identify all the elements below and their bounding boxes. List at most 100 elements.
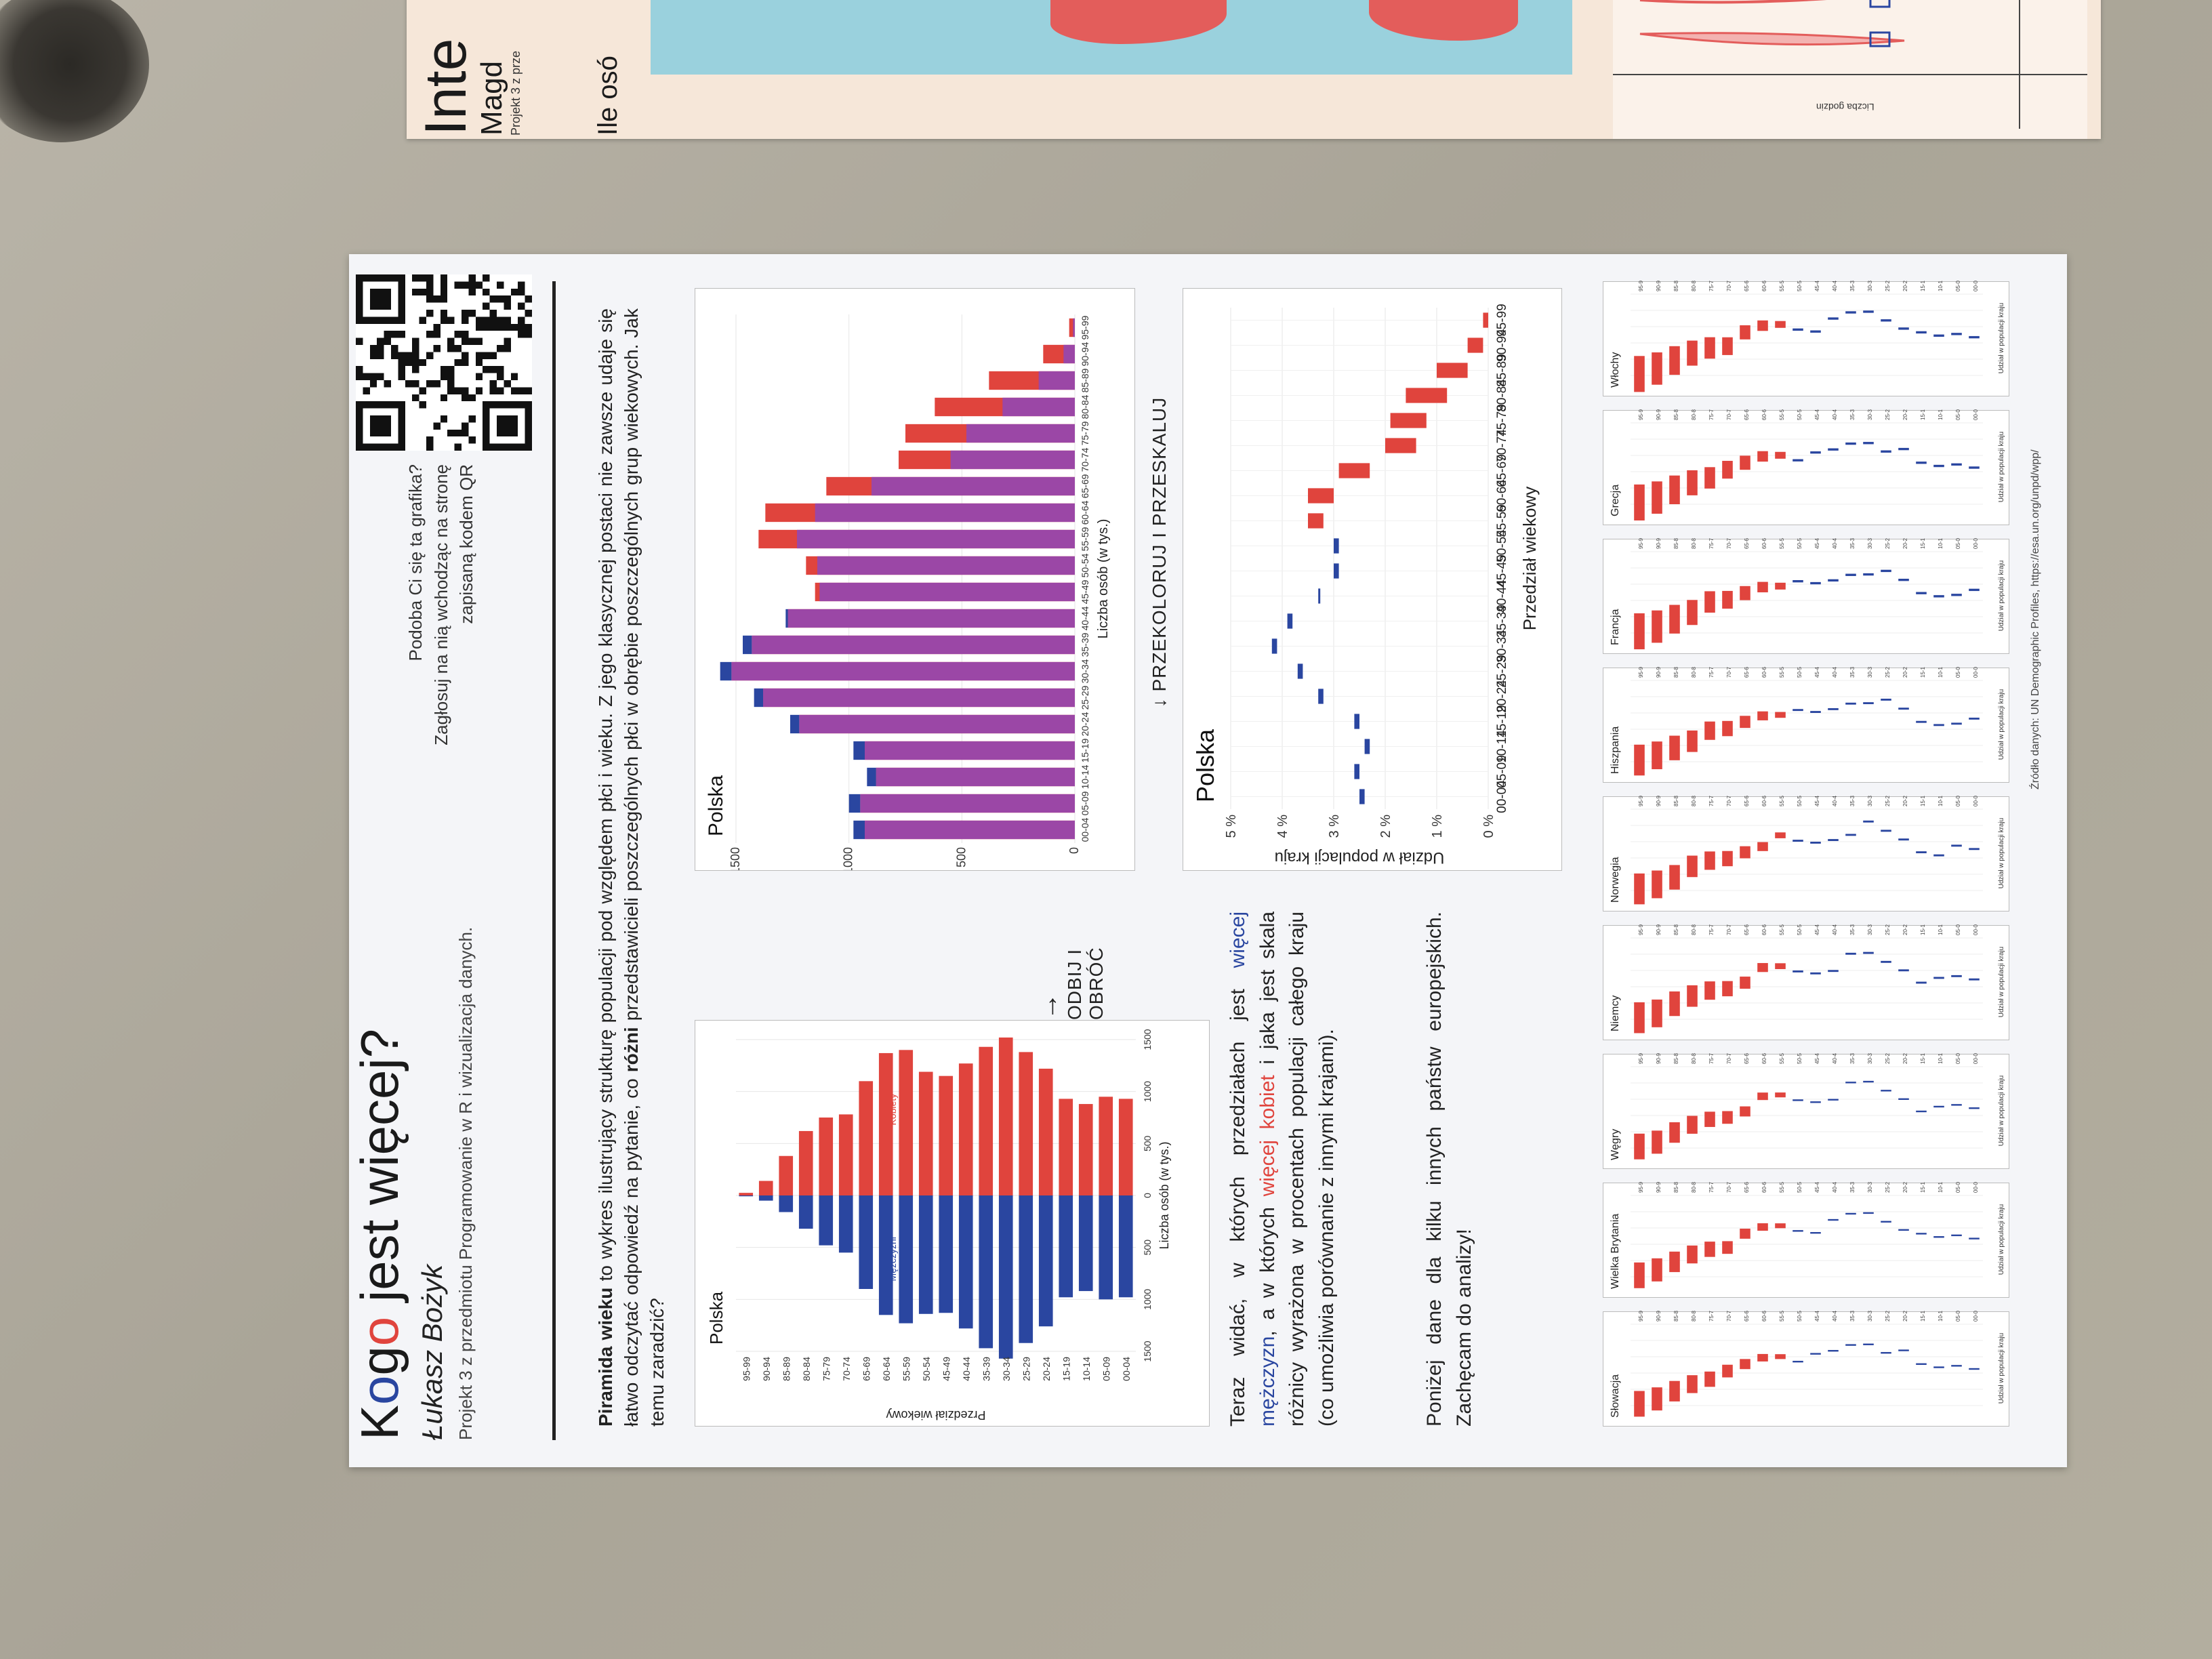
difference-bar bbox=[1828, 1218, 1839, 1221]
tick-label: 80-84 bbox=[1691, 1053, 1697, 1064]
intro-bold: różni bbox=[620, 1027, 642, 1073]
difference-bar bbox=[1969, 466, 1980, 469]
difference-bar bbox=[1652, 1387, 1662, 1411]
bar-overlap bbox=[797, 529, 1075, 549]
country-name: Węgry bbox=[1610, 1129, 1621, 1160]
tick-label: 95-99 bbox=[1080, 315, 1090, 340]
qr-module bbox=[419, 316, 426, 324]
difference-bar bbox=[1863, 702, 1874, 705]
difference-bar bbox=[1863, 573, 1874, 576]
country-svg: Słowacja 00-04 05-09 10-14 15-19 20-24 25-29 30… bbox=[1610, 1307, 2005, 1418]
difference-bar bbox=[1757, 1223, 1768, 1231]
bar-overlap bbox=[817, 556, 1075, 575]
difference-bar bbox=[1898, 838, 1909, 841]
bar-men bbox=[720, 661, 732, 681]
qr-module bbox=[384, 380, 391, 388]
tick-label: 95-99 bbox=[1638, 538, 1644, 549]
qr-module bbox=[405, 352, 413, 359]
difference-bar bbox=[1669, 605, 1680, 634]
difference-bar bbox=[1740, 1228, 1750, 1239]
difference-bar bbox=[1722, 1364, 1733, 1378]
qr-module bbox=[412, 380, 419, 388]
tick-label: 80-84 bbox=[1691, 538, 1697, 549]
bar-men bbox=[1059, 1195, 1073, 1298]
difference-bar bbox=[1704, 851, 1715, 870]
y-axis-label: Udział w populacji kraju bbox=[1998, 689, 2005, 760]
country-chart: Norwegia 00-04 05-09 10-14 15-19 20-24 25-29 30… bbox=[1603, 792, 2009, 912]
tick-label: 00-04 bbox=[1973, 409, 1979, 420]
qr-module bbox=[497, 373, 504, 380]
tick-label: 95-99 bbox=[1638, 281, 1644, 291]
qr-module bbox=[489, 295, 497, 303]
bar-men bbox=[1078, 1195, 1093, 1292]
difference-bar bbox=[1634, 1133, 1645, 1160]
qr-module bbox=[497, 295, 504, 303]
tick-label: 85-89 bbox=[1080, 368, 1090, 392]
pyramid-chart: Polska 00-04 05-09 10-14 15-19 20-24 25-29 30-3… bbox=[695, 1020, 1210, 1427]
country-svg: Niemcy 00-04 05-09 10-14 15-19 20-24 25-29 30-3… bbox=[1610, 921, 2005, 1033]
difference-bar bbox=[1933, 977, 1944, 979]
qr-module bbox=[518, 387, 525, 394]
tick-label: 60-64 bbox=[1761, 796, 1767, 806]
difference-bar bbox=[1364, 739, 1370, 754]
qr-module bbox=[468, 337, 476, 345]
tick-label: 55-59 bbox=[1779, 1182, 1785, 1193]
difference-bar bbox=[1969, 1237, 1980, 1240]
difference-bar bbox=[1775, 451, 1786, 459]
bar-men bbox=[743, 635, 752, 655]
difference-bar bbox=[1775, 321, 1786, 328]
qr-module bbox=[419, 387, 426, 394]
qr-module bbox=[426, 331, 434, 338]
tick-label: 00-04 bbox=[1973, 538, 1979, 549]
difference-bar bbox=[1845, 1212, 1856, 1215]
bar-overlap bbox=[865, 741, 1075, 760]
difference-bar bbox=[1775, 963, 1786, 969]
tick-label: 80-84 bbox=[801, 1357, 812, 1381]
bar-men bbox=[848, 794, 861, 813]
qr-module bbox=[440, 310, 448, 317]
qr-module bbox=[504, 295, 511, 303]
difference-bar bbox=[1951, 975, 1962, 977]
difference-bar bbox=[1810, 581, 1821, 585]
tick-label: 45-49 bbox=[1814, 1053, 1820, 1064]
qr-finder-core bbox=[369, 415, 391, 437]
tick-label: 40-44 bbox=[1832, 1311, 1838, 1322]
bar-men bbox=[853, 820, 865, 840]
qr-module bbox=[440, 288, 448, 296]
bar-men bbox=[998, 1195, 1013, 1359]
country-svg: Włochy 00-04 05-09 10-14 15-19 20-24 25-29 30-3… bbox=[1610, 277, 2005, 392]
country-chart: Wielka Brytania 00-04 05-09 10-14 15-19 20-24… bbox=[1603, 1179, 2009, 1298]
bar-women bbox=[739, 1193, 754, 1195]
difference-bar bbox=[1757, 1092, 1768, 1101]
tick-label: 20-24 bbox=[1902, 1053, 1908, 1064]
difference-bar bbox=[1740, 586, 1750, 600]
tick-label: 80-84 bbox=[1080, 394, 1090, 419]
difference-bar bbox=[1898, 708, 1909, 710]
difference-bar bbox=[1687, 730, 1698, 752]
difference-bar bbox=[1845, 442, 1856, 445]
tick-label: 45-49 bbox=[1814, 281, 1820, 291]
tick-label: 05-09 bbox=[1955, 1311, 1961, 1322]
tick-label: 95-99 bbox=[1638, 409, 1644, 420]
qr-module bbox=[468, 415, 476, 423]
difference-bar bbox=[1951, 463, 1962, 466]
y-axis-label: Udział w populacji kraju bbox=[1998, 432, 2005, 503]
qr-module bbox=[433, 331, 441, 338]
tick-label: 80-84 bbox=[1691, 281, 1697, 291]
tick-label: 90-94 bbox=[1656, 796, 1662, 806]
tick-label: 90-94 bbox=[1656, 924, 1662, 935]
tick-label: 70-74 bbox=[1726, 796, 1732, 806]
qr-code[interactable] bbox=[356, 274, 532, 451]
tick-label: 4 % bbox=[1275, 815, 1290, 838]
qr-module bbox=[433, 345, 441, 352]
bar-men bbox=[1019, 1195, 1033, 1343]
difference-bar bbox=[1810, 330, 1821, 333]
arrow-text: ODBIJ I OBRÓĆ bbox=[1064, 947, 1107, 1020]
difference-bar bbox=[1359, 789, 1365, 804]
qr-module bbox=[363, 387, 370, 394]
qr-module bbox=[405, 359, 413, 367]
difference-bar bbox=[1740, 325, 1750, 340]
tick-label: 35-39 bbox=[1849, 924, 1856, 935]
qr-caption: Podoba Ci się ta grafika? Zagłosuj na ni… bbox=[403, 464, 480, 749]
tick-label: 25-29 bbox=[1885, 796, 1891, 806]
